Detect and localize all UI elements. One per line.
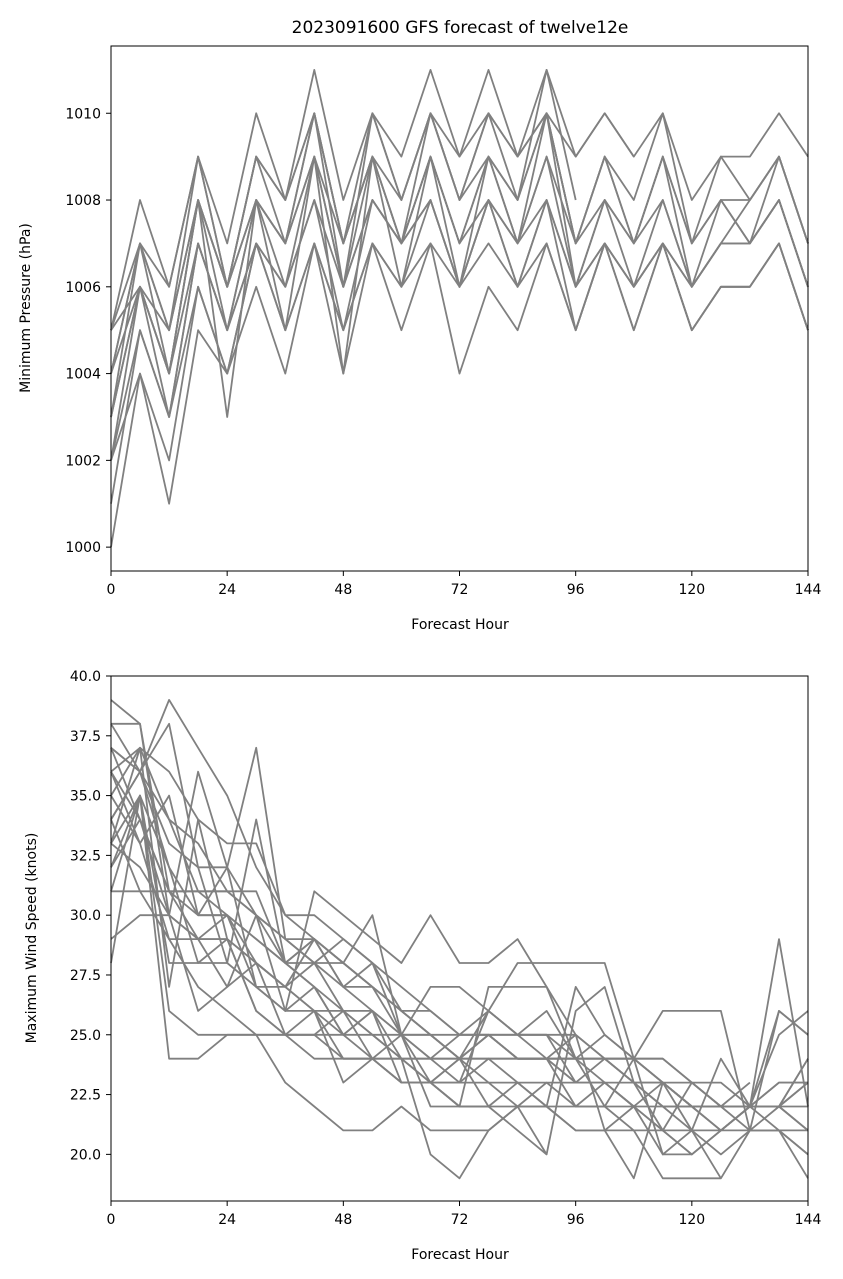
pressure-y-tick-label-5: 1010: [65, 106, 101, 122]
pressure-x-tick-label-144: 144: [795, 582, 822, 598]
pressure-y-tick-label-3: 1006: [65, 280, 101, 296]
pressure-x-tick-label-72: 72: [451, 582, 469, 598]
pressure-series-line-13: [110, 112, 635, 332]
wind-y-tick-label-8: 40.0: [70, 669, 101, 685]
wind-y-tick-label-2: 25.0: [70, 1028, 101, 1044]
pressure-x-tick-label-96: 96: [567, 582, 585, 598]
pressure-x-axis-label: Forecast Hour: [411, 617, 509, 633]
wind-x-tick-label-48: 48: [334, 1212, 352, 1228]
pressure-axes: 0 24 48 72 96 120 144 1000 1002 1004 1006 1008 1010: [65, 45, 822, 598]
pressure-y-tick-label-4: 1008: [65, 193, 101, 209]
pressure-x-tick-label-120: 120: [678, 582, 705, 598]
wind-x-tick-label-120: 120: [678, 1212, 705, 1228]
pressure-x-tick-label-48: 48: [334, 582, 352, 598]
wind-series-line-14: [110, 794, 809, 1132]
wind-x-tick-label-144: 144: [795, 1212, 822, 1228]
wind-y-tick-label-3: 27.5: [70, 968, 101, 984]
wind-y-tick-label-7: 37.5: [70, 729, 101, 745]
pressure-x-tick-label-0: 0: [107, 582, 116, 598]
wind-plot: 0 24 48 72 96 120 144 20.0 22.5 25.0 27.5 30.0 32.5 3…: [24, 669, 821, 1263]
wind-y-tick-label-4: 30.0: [70, 908, 101, 924]
pressure-plot: 0 24 48 72 96 120 144100010021004100610081010 …: [18, 45, 822, 633]
pressure-series-group: [110, 69, 809, 548]
wind-series-line-21: [110, 771, 577, 1084]
wind-x-tick-label-72: 72: [451, 1212, 469, 1228]
wind-y-tick-label-0: 20.0: [70, 1147, 101, 1163]
pressure-y-tick-label-0: 1000: [65, 540, 101, 556]
wind-x-tick-label-24: 24: [218, 1212, 236, 1228]
wind-y-axis-label: Maximum Wind Speed (knots): [24, 833, 40, 1044]
pressure-series-line-10: [110, 242, 809, 505]
pressure-y-tick-label-1: 1002: [65, 453, 101, 469]
wind-axes: 0 24 48 72 96 120 144 20.0 22.5 25.0 27.5 30.0 32.5 3…: [70, 669, 822, 1228]
wind-series-line-23: [110, 747, 489, 1108]
wind-x-axis-label: Forecast Hour: [411, 1247, 509, 1263]
pressure-y-axis-label: Minimum Pressure (hPa): [18, 223, 34, 393]
chart-title: 2023091600 GFS forecast of twelve12e: [292, 18, 629, 38]
pressure-series-line-12: [110, 112, 809, 418]
wind-series-group: [110, 699, 809, 1180]
wind-x-tick-label-0: 0: [107, 1212, 116, 1228]
pressure-series-line-14: [110, 69, 577, 375]
pressure-y-tick-label-2: 1004: [65, 367, 101, 383]
wind-y-tick-label-5: 32.5: [70, 848, 101, 864]
wind-x-tick-label-96: 96: [567, 1212, 585, 1228]
wind-y-tick-label-1: 22.5: [70, 1088, 101, 1104]
wind-y-tick-label-6: 35.0: [70, 789, 101, 805]
pressure-x-tick-label-24: 24: [218, 582, 236, 598]
